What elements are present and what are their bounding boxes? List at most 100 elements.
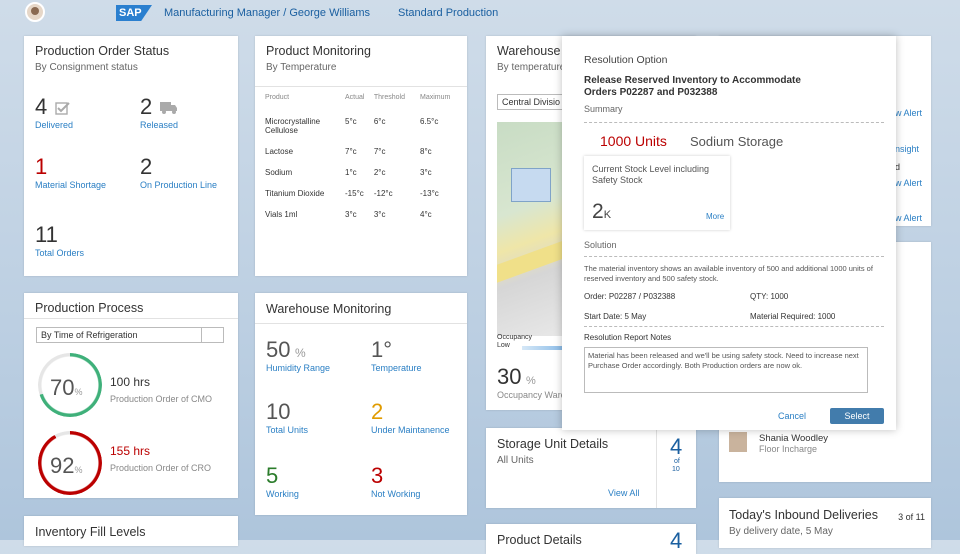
delivered-value: 4 xyxy=(35,94,48,119)
inventory-fill-card[interactable]: Inventory Fill Levels xyxy=(24,516,238,546)
card-subtitle: By Temperature xyxy=(266,62,337,73)
shell-subtitle[interactable]: Standard Production xyxy=(398,7,499,19)
row-maximum: 4°c xyxy=(420,210,432,219)
inbound-card[interactable]: Today's Inbound Deliveries 3 of 11 By de… xyxy=(719,498,931,548)
row-maximum: 8°c xyxy=(420,147,432,156)
on-production-line-label: On Production Line xyxy=(140,180,218,190)
temperature-value: 1° xyxy=(371,337,393,362)
refrigeration-select[interactable]: By Time of Refrigeration xyxy=(36,327,224,343)
row-threshold: 2°c xyxy=(373,168,386,177)
card-title: Storage Unit Details xyxy=(497,437,609,451)
occupancy-value: 30 xyxy=(497,364,522,389)
row-maximum: 6.5°c xyxy=(420,117,439,126)
contact-name: Shania Woodley xyxy=(759,433,829,444)
cancel-button[interactable]: Cancel xyxy=(778,411,807,421)
table-row[interactable]: Vials 1ml 3°c 3°c 4°c xyxy=(265,204,465,225)
card-title: Warehouse xyxy=(497,44,561,58)
storage-name: Sodium Storage xyxy=(690,134,784,149)
total-units-label: Total Units xyxy=(266,425,309,435)
gauge2-value: 92 xyxy=(50,453,75,478)
storage-unit-card[interactable]: Storage Unit Details All Units 4 of 10 V… xyxy=(486,428,696,508)
production-process-card[interactable]: Production Process By Time of Refrigerat… xyxy=(24,293,238,498)
table-row[interactable]: Lactose 7°c 7°c 8°c xyxy=(265,141,465,162)
row-actual: 7°c xyxy=(345,147,357,156)
product-monitoring-card[interactable]: Product Monitoring By Temperature Produc… xyxy=(255,36,467,276)
row-product: Sodium xyxy=(265,168,293,177)
qty-label: QTY: 1000 xyxy=(750,292,789,301)
card-title: Production Order Status xyxy=(35,44,170,58)
row-actual: 5°c xyxy=(345,117,357,126)
view-alert-link[interactable]: w Alert xyxy=(895,108,923,118)
card-title: Inventory Fill Levels xyxy=(35,525,146,539)
working-label: Working xyxy=(266,489,299,499)
card-subtitle: By delivery date, 5 May xyxy=(729,526,833,537)
occupancy-caption: Occupancy Ware xyxy=(497,390,566,400)
select-button[interactable]: Select xyxy=(830,408,884,424)
product-details-card[interactable]: Product Details 4 xyxy=(486,524,696,554)
warehouse-monitoring-card[interactable]: Warehouse Monitoring 50 % Humidity Range… xyxy=(255,293,467,515)
gauge-92 xyxy=(38,431,102,495)
row-actual: -15°c xyxy=(345,189,364,198)
view-all-link[interactable]: View All xyxy=(608,488,640,498)
sap-logo[interactable]: SAP xyxy=(116,5,152,21)
product-table: Product Actual Threshold Maximum Microcr… xyxy=(265,94,465,225)
maintenance-label: Under Maintanence xyxy=(371,425,450,435)
view-alert-link[interactable]: w Alert xyxy=(895,213,923,223)
row-maximum: 3°c xyxy=(420,168,432,177)
more-link[interactable]: More xyxy=(706,212,725,221)
not-working-label: Not Working xyxy=(371,489,421,499)
row-threshold: 7°c xyxy=(373,147,386,156)
row-threshold: 6°c xyxy=(373,117,386,126)
humidity-value: 50 xyxy=(266,337,291,362)
card-title: Today's Inbound Deliveries xyxy=(729,508,878,522)
solution-label: Solution xyxy=(584,240,617,250)
humidity-unit: % xyxy=(294,346,306,360)
notes-textarea[interactable]: Material has been released and we'll be … xyxy=(584,347,868,393)
released-value: 2 xyxy=(140,94,153,119)
col-threshold: Threshold xyxy=(373,94,405,101)
occupancy-unit: % xyxy=(525,375,536,387)
shell-bar: SAP Manufacturing Manager / George Willi… xyxy=(0,0,960,26)
stock-tile[interactable]: Current Stock Level including Safety Sto… xyxy=(584,156,730,230)
storage-total: 10 xyxy=(672,466,680,473)
table-row[interactable]: Microcrystalline Cellulose 5°c 6°c 6.5°c xyxy=(265,111,465,141)
gauge1-hours: 100 hrs xyxy=(110,375,151,389)
row-actual: 1°c xyxy=(345,168,357,177)
stock-unit: K xyxy=(603,209,612,221)
total-orders-value: 11 xyxy=(35,222,58,247)
shell-title[interactable]: Manufacturing Manager / George Williams xyxy=(164,7,371,19)
storage-count: 4 xyxy=(670,434,683,459)
card-title: Product Monitoring xyxy=(266,44,371,58)
col-product: Product xyxy=(265,94,290,101)
row-threshold: -12°c xyxy=(373,189,393,198)
resolution-dialog[interactable]: Resolution Option Release Reserved Inven… xyxy=(562,36,896,430)
row-threshold: 3°c xyxy=(373,210,386,219)
warehouse-map[interactable] xyxy=(497,122,567,336)
insight-link[interactable]: nsight xyxy=(895,144,920,154)
select-chevron-icon[interactable] xyxy=(201,328,223,342)
card-subtitle: By temperature xyxy=(497,62,566,73)
card-title: Warehouse Monitoring xyxy=(266,302,392,316)
solution-text: The material inventory shows an availabl… xyxy=(584,264,873,283)
user-avatar[interactable] xyxy=(25,2,45,22)
checkbox-icon xyxy=(55,102,70,115)
card-title: Production Process xyxy=(35,301,144,315)
material-shortage-value: 1 xyxy=(35,154,48,179)
production-order-status-card[interactable]: Production Order Status By Consignment s… xyxy=(24,36,238,276)
row-actual: 3°c xyxy=(345,210,357,219)
col-maximum: Maximum xyxy=(420,94,451,101)
total-orders-label: Total Orders xyxy=(35,248,85,258)
occupancy-bar xyxy=(522,346,562,350)
table-row[interactable]: Sodium 1°c 2°c 3°c xyxy=(265,162,465,183)
temperature-label: Temperature xyxy=(371,363,422,373)
notes-label: Resolution Report Notes xyxy=(584,333,672,342)
occupancy-label: Occupancy xyxy=(497,334,533,341)
card-subtitle: All Units xyxy=(497,455,534,466)
view-alert-link[interactable]: w Alert xyxy=(895,178,923,188)
col-actual: Actual xyxy=(345,94,365,101)
stock-value: 2 xyxy=(592,200,604,223)
gauge1-value: 70 xyxy=(50,375,75,400)
inbound-counter: 3 of 11 xyxy=(898,512,925,522)
not-working-value: 3 xyxy=(371,463,384,488)
table-row[interactable]: Titanium Dioxide -15°c -12°c -13°c xyxy=(265,183,465,204)
